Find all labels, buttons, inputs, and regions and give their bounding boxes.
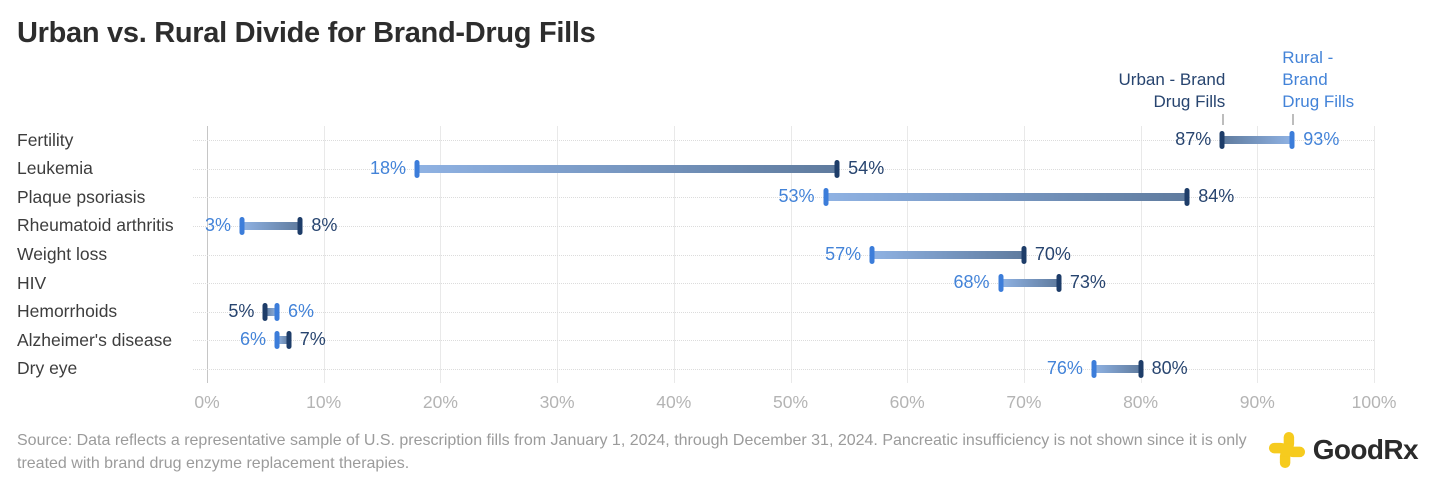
rural-cap-0 xyxy=(1289,131,1295,150)
rural-value-label-3: 3% xyxy=(204,215,231,236)
goodrx-wordmark: GoodRx xyxy=(1312,434,1419,465)
urban-value-label-4: 70% xyxy=(1034,243,1071,264)
rural-value-label-0: 93% xyxy=(1303,129,1340,150)
rural-value-label-5: 68% xyxy=(953,272,990,293)
urban-cap-5 xyxy=(1056,274,1062,293)
urban-cap-3 xyxy=(297,216,303,235)
gridline-100 xyxy=(1374,126,1375,383)
axis-tick-label-90: 90% xyxy=(1239,392,1275,412)
legend-rural-tick xyxy=(1292,114,1294,125)
category-label-7: Alzheimer's disease xyxy=(17,329,173,350)
row-gridline-3 xyxy=(193,225,1374,227)
axis-tick-label-80: 80% xyxy=(1123,392,1159,412)
legend-rural-line1: Rural - Brand xyxy=(1282,48,1334,89)
goodrx-logo: GoodRx xyxy=(1268,431,1419,469)
category-label-1: Leukemia xyxy=(17,158,93,179)
category-axis: Fertility Leukemia Plaque psoriasis Rheumat… xyxy=(17,126,207,383)
axis-tick-label-30: 30% xyxy=(539,392,575,412)
axis-tick-label-70: 70% xyxy=(1006,392,1042,412)
category-label-8: Dry eye xyxy=(17,358,78,379)
row-gridline-4 xyxy=(193,254,1374,256)
rural-cap-8 xyxy=(1091,359,1097,378)
category-label-6: Hemorrhoids xyxy=(17,301,118,322)
urban-value-label-6: 5% xyxy=(228,300,255,321)
urban-value-label-2: 84% xyxy=(1198,186,1235,207)
range-bar-5 xyxy=(1000,279,1059,288)
rural-cap-1 xyxy=(414,159,420,178)
rural-cap-7 xyxy=(274,331,280,350)
urban-value-label-7: 7% xyxy=(299,329,326,350)
chart-title: Urban vs. Rural Divide for Brand-Drug Fi… xyxy=(17,17,596,49)
category-label-2: Plaque psoriasis xyxy=(17,186,146,207)
row-gridline-6 xyxy=(193,311,1374,313)
range-bar-1 xyxy=(417,164,838,173)
rural-value-label-6: 6% xyxy=(288,300,315,321)
category-label-3: Rheumatoid arthritis xyxy=(17,215,174,236)
axis-tick-label-0: 0% xyxy=(194,392,220,412)
axis-tick-label-50: 50% xyxy=(772,392,809,412)
axis-tick-label-10: 10% xyxy=(306,392,342,412)
rural-value-label-2: 53% xyxy=(778,186,815,207)
axis-tick-label-40: 40% xyxy=(656,392,692,412)
range-bar-2 xyxy=(825,193,1188,202)
legend: Urban - Brand Drug Fills Rural - Brand D… xyxy=(207,48,1374,126)
axis-tick-label-100: 100% xyxy=(1351,392,1397,412)
rural-cap-4 xyxy=(869,245,875,264)
urban-value-label-8: 80% xyxy=(1151,357,1188,378)
urban-cap-8 xyxy=(1138,359,1144,378)
rural-cap-2 xyxy=(823,188,828,207)
footer: Source: Data reflects a representative s… xyxy=(17,429,1419,475)
rural-value-label-7: 6% xyxy=(240,329,267,350)
x-axis: 0% 10% 20% 30% 40% 50% 60% 70% 80% 90% 100% xyxy=(194,383,1396,417)
source-note: Source: Data reflects a representative s… xyxy=(17,432,1247,472)
category-label-4: Weight loss xyxy=(17,244,108,265)
axis-tick-label-60: 60% xyxy=(889,392,925,412)
axis-tick-label-20: 20% xyxy=(422,392,458,412)
row-gridline-8 xyxy=(193,368,1374,370)
rural-cap-3 xyxy=(239,216,245,235)
rural-value-label-1: 18% xyxy=(370,157,407,178)
range-bar-4 xyxy=(872,250,1024,259)
row-gridline-0 xyxy=(193,140,1374,142)
urban-cap-1 xyxy=(834,159,840,178)
range-bar-6 xyxy=(265,307,277,316)
legend-urban-line1: Urban - Brand xyxy=(1118,70,1226,89)
rural-value-label-4: 57% xyxy=(825,243,862,264)
legend-urban-label: Urban - Brand Drug Fills xyxy=(1119,69,1226,113)
plot-area: 87% 93% 18% 54% 53% 84% 3% 8% 57% 70% 68% 73% 5% 6% 6%… xyxy=(193,126,1375,383)
urban-cap-2 xyxy=(1184,188,1190,207)
urban-cap-6 xyxy=(262,302,268,321)
row-gridline-5 xyxy=(193,283,1374,285)
legend-rural-line2: Drug Fills xyxy=(1282,92,1355,111)
range-bar-8 xyxy=(1093,364,1141,373)
urban-value-label-1: 54% xyxy=(848,157,885,178)
urban-value-label-5: 73% xyxy=(1069,272,1106,293)
goodrx-cross-icon xyxy=(1268,431,1305,469)
row-gridline-2 xyxy=(193,197,1374,199)
category-label-5: HIV xyxy=(17,272,47,293)
rural-value-label-8: 76% xyxy=(1046,357,1083,378)
plot-wrap: Urban - Brand Drug Fills Rural - Brand D… xyxy=(193,48,1396,417)
legend-urban-tick xyxy=(1222,114,1224,125)
urban-value-label-3: 8% xyxy=(311,215,338,236)
urban-cap-7 xyxy=(286,331,292,350)
legend-urban-line2: Drug Fills xyxy=(1153,92,1226,111)
urban-cap-4 xyxy=(1021,245,1027,264)
legend-rural-label: Rural - Brand Drug Fills xyxy=(1282,47,1374,113)
range-bar-3 xyxy=(242,221,301,230)
category-label-0: Fertility xyxy=(17,129,74,150)
rural-cap-5 xyxy=(998,274,1004,293)
range-bar-7 xyxy=(277,336,289,345)
rural-cap-6 xyxy=(274,302,280,321)
row-gridline-7 xyxy=(193,340,1374,342)
chart: Fertility Leukemia Plaque psoriasis Rheumat… xyxy=(17,48,1396,417)
range-bar-0 xyxy=(1222,136,1293,145)
urban-cap-0 xyxy=(1219,131,1225,150)
urban-value-label-0: 87% xyxy=(1175,129,1212,150)
